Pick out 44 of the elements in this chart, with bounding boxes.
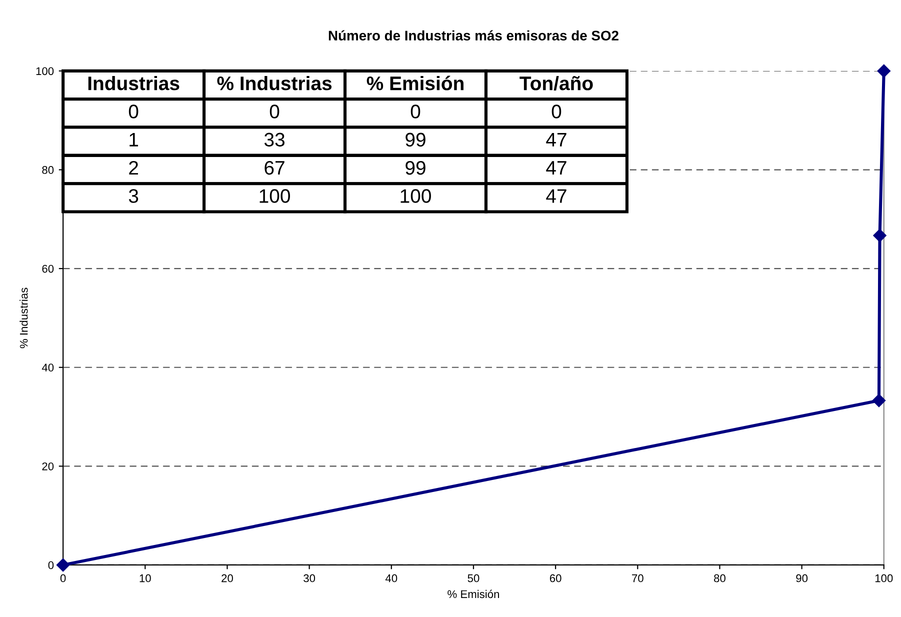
y-tick-label: 40 (42, 364, 54, 372)
x-tick-label: 20 (222, 574, 233, 582)
annotation: 1 (130, 133, 138, 146)
annotation: 47 (546, 133, 566, 146)
annotation: 3 (128, 189, 138, 203)
x-tick-label: 10 (140, 574, 151, 582)
y-tick-label: 100 (36, 67, 54, 76)
x-tick-label: 0 (60, 574, 66, 582)
annotation: Ton/año (520, 76, 593, 90)
x-tick-label: 40 (385, 574, 398, 582)
annotation: % Industrias (217, 76, 332, 90)
annotation: 100 (400, 189, 431, 203)
annotation: 99 (406, 160, 426, 175)
chart-title: Número de Industrias más emisoras de SO2 (328, 30, 618, 41)
annotation: 47 (546, 189, 566, 203)
annotation: 2 (129, 160, 138, 175)
x-tick-label: 90 (796, 574, 808, 582)
x-tick-label: 80 (714, 574, 726, 582)
point (872, 394, 886, 408)
y-tick-label: 0 (48, 561, 54, 570)
x-tick-label: 100 (875, 574, 893, 582)
annotation: 0 (410, 104, 420, 118)
annotation: 99 (406, 132, 426, 147)
annotation: 100 (260, 189, 290, 203)
annotation: 0 (270, 104, 280, 118)
annotation: Industrias (88, 76, 180, 90)
annotation: 33 (264, 132, 284, 147)
annotation: 0 (128, 104, 138, 118)
point (56, 558, 70, 572)
x-axis-title: % Emisión (448, 590, 499, 598)
annotation: % Emisión (366, 76, 464, 90)
annotation: 0 (552, 104, 562, 118)
x-tick-label: 70 (632, 574, 644, 582)
x-tick-label: 60 (550, 574, 562, 582)
y-tick-label: 80 (42, 166, 54, 174)
x-tick-label: 50 (468, 574, 480, 582)
point (877, 64, 890, 78)
annotation: 67 (264, 160, 284, 175)
y-axis-title: % Industrias (20, 288, 28, 348)
y-tick-label: 20 (42, 462, 54, 470)
annotation: 47 (546, 161, 566, 175)
x-tick-label: 30 (304, 574, 316, 582)
point (873, 228, 886, 242)
y-tick-label: 60 (42, 264, 54, 273)
